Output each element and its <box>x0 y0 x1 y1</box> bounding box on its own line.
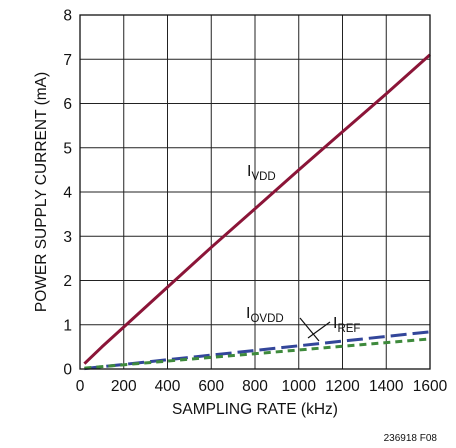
x-tick-labels: 0 200 400 600 800 1000 1200 1400 1600 <box>76 378 448 395</box>
plot-frame <box>79 14 431 370</box>
y-tick-label-5: 5 <box>63 140 72 157</box>
series-label-vdd: IVDD <box>247 163 276 183</box>
series-line-vdd <box>83 53 431 365</box>
x-tick-label-1600: 1600 <box>413 378 448 395</box>
x-tick-label-200: 200 <box>111 378 137 395</box>
leader-line-ovdd <box>299 317 320 342</box>
y-tick-label-8: 8 <box>63 8 72 25</box>
plot-border <box>79 14 431 370</box>
x-tick-label-0: 0 <box>76 378 85 395</box>
x-axis-label: SAMPLING RATE (kHz) <box>172 401 338 418</box>
x-tick-label-1000: 1000 <box>282 378 317 395</box>
series-line-ref <box>84 337 431 370</box>
x-tick-label-800: 800 <box>242 378 268 395</box>
y-tick-label-2: 2 <box>63 273 72 290</box>
x-tick-label-1400: 1400 <box>369 378 404 395</box>
series-lines <box>83 53 431 371</box>
y-tick-label-4: 4 <box>63 185 72 202</box>
y-tick-label-0: 0 <box>63 362 72 379</box>
y-tick-label-7: 7 <box>63 52 72 69</box>
series-line-ovdd <box>84 330 431 371</box>
y-axis-label: POWER SUPPLY CURRENT (mA) <box>33 72 50 312</box>
x-tick-label-600: 600 <box>198 378 224 395</box>
y-tick-label-1: 1 <box>63 317 72 334</box>
y-tick-labels: 0 1 2 3 4 5 6 7 8 <box>63 8 72 379</box>
figure-id: 236918 F08 <box>384 433 438 444</box>
y-tick-label-6: 6 <box>63 96 72 113</box>
series-label-ref: IREF <box>333 315 360 335</box>
y-tick-label-3: 3 <box>63 229 72 246</box>
x-tick-label-400: 400 <box>155 378 181 395</box>
series-label-ovdd: IOVDD <box>246 305 284 325</box>
x-tick-label-1200: 1200 <box>325 378 360 395</box>
leader-line-ref <box>307 321 331 339</box>
series-labels: IVDD IOVDD IREF <box>246 163 360 342</box>
